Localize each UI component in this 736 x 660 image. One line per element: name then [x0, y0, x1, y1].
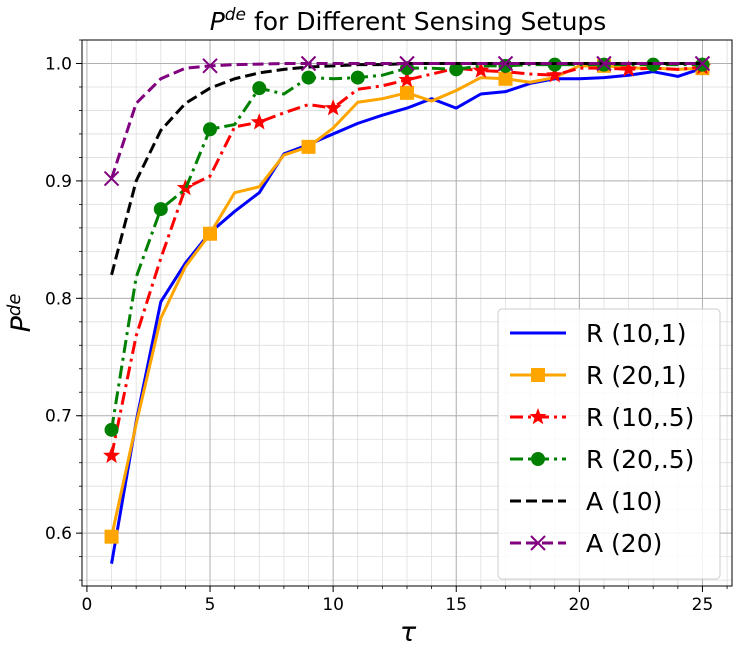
data-point — [102, 446, 121, 463]
y-label-symbol: P — [6, 315, 37, 332]
y-tick-label: 0.7 — [45, 407, 72, 427]
series-line — [110, 65, 703, 456]
data-point — [103, 170, 120, 187]
data-point — [694, 55, 711, 72]
data-point — [398, 70, 416, 88]
data-point — [301, 139, 316, 154]
chart-title: Pde for Different Sensing Setups — [210, 5, 607, 36]
y-label-superscript: de — [4, 294, 25, 317]
x-tick-label: 20 — [569, 595, 591, 615]
y-tick-label: 0.6 — [45, 524, 72, 544]
series-5 — [103, 55, 711, 187]
ticks: 0 5 10 15 20 25 0.6 0.7 0.8 0.9 1.0 — [45, 39, 728, 615]
data-point — [620, 60, 638, 77]
data-point — [498, 71, 513, 86]
data-point — [153, 202, 168, 217]
x-tick-label: 25 — [692, 595, 714, 615]
data-point — [250, 113, 268, 130]
legend-marker — [529, 408, 547, 425]
legend-marker — [531, 368, 545, 382]
data-point — [104, 422, 119, 437]
data-point — [300, 55, 317, 72]
y-tick-label: 1.0 — [45, 54, 72, 74]
data-point — [252, 81, 267, 96]
data-point — [203, 122, 218, 137]
title-rest: for Different Sensing Setups — [246, 7, 606, 36]
data-point — [324, 99, 342, 116]
data-point — [472, 61, 490, 78]
x-tick-label: 15 — [445, 595, 467, 615]
title-superscript: de — [225, 5, 246, 25]
legend-label: A (20) — [586, 529, 662, 558]
data-point — [301, 70, 316, 85]
legend-label: R (20,.5) — [586, 445, 694, 474]
data-point — [546, 66, 564, 83]
data-point — [202, 58, 218, 74]
y-tick-label: 0.9 — [45, 172, 72, 192]
y-axis-label: Pde — [4, 294, 37, 333]
legend-label: R (20,1) — [586, 361, 687, 390]
data-point — [399, 55, 415, 72]
x-tick-label: 5 — [205, 595, 216, 615]
legend-marker — [531, 452, 545, 466]
data-point — [104, 529, 119, 544]
legend-label: R (10,1) — [586, 319, 687, 348]
y-tick-label: 0.8 — [45, 289, 72, 309]
data-point — [203, 226, 218, 241]
data-point — [449, 62, 464, 77]
data-point — [596, 55, 612, 72]
data-point — [350, 70, 365, 85]
series-group — [102, 55, 712, 564]
legend-label: R (10,.5) — [586, 403, 694, 432]
data-point — [400, 85, 414, 100]
x-tick-label: 10 — [322, 595, 344, 615]
x-axis-label: τ — [400, 617, 417, 648]
x-tick-label: 0 — [82, 595, 93, 615]
legend-marker — [530, 535, 546, 551]
legend: R (10,1) R (20,1) R (10,.5) R (20,.5) A (10)… — [497, 308, 721, 580]
title-symbol: P — [210, 7, 226, 36]
data-point — [497, 55, 514, 72]
data-point — [498, 58, 513, 73]
legend-label: A (10) — [586, 487, 662, 516]
